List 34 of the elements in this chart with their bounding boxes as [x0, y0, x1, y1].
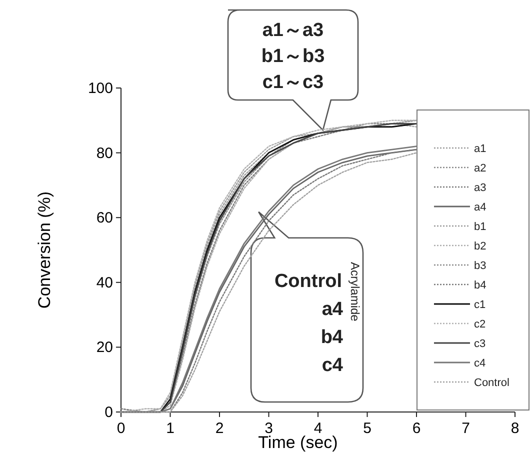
y-tick-label: 100 [88, 80, 113, 97]
legend-label: b4 [474, 280, 486, 292]
y-tick-label: 60 [96, 210, 113, 227]
y-tick-label: 0 [104, 404, 113, 421]
legend-label: b1 [474, 221, 486, 233]
x-tick-label: 2 [215, 420, 224, 437]
x-tick-label: 8 [510, 420, 520, 437]
y-tick-label: 80 [96, 144, 113, 162]
legend-label: b3 [474, 260, 486, 272]
x-tick-label: 6 [412, 420, 421, 437]
annotation: a4 [322, 299, 344, 320]
x-tick-label: 1 [166, 420, 174, 437]
annotation: c4 [322, 355, 344, 376]
legend-label: c1 [474, 299, 486, 311]
annotation: c1～c3 [262, 72, 324, 93]
legend-label: a2 [474, 162, 486, 174]
y-tick-label: 20 [96, 339, 113, 356]
x-tick-label: 5 [363, 420, 372, 437]
x-tick-label: 0 [116, 420, 126, 437]
speech-bubble: a1～a3 b1～b3 c1～c3 [227, 9, 359, 131]
legend-label: Control [474, 377, 510, 389]
legend-label: c3 [474, 338, 486, 350]
annotation: Acrylamide [348, 262, 362, 322]
legend-label: b2 [474, 240, 486, 252]
legend-label: c2 [474, 318, 486, 330]
annotation: b4 [320, 327, 344, 348]
legend-label: a4 [474, 202, 486, 214]
legend-label: a3 [474, 182, 486, 194]
annotation: Control [274, 271, 342, 292]
y-tick-label: 40 [96, 274, 113, 292]
x-tick-label: 7 [462, 420, 470, 437]
y-axis-title: Conversion (%) [35, 191, 54, 309]
legend-label: c4 [474, 358, 486, 370]
legend-label: a1 [474, 143, 486, 155]
